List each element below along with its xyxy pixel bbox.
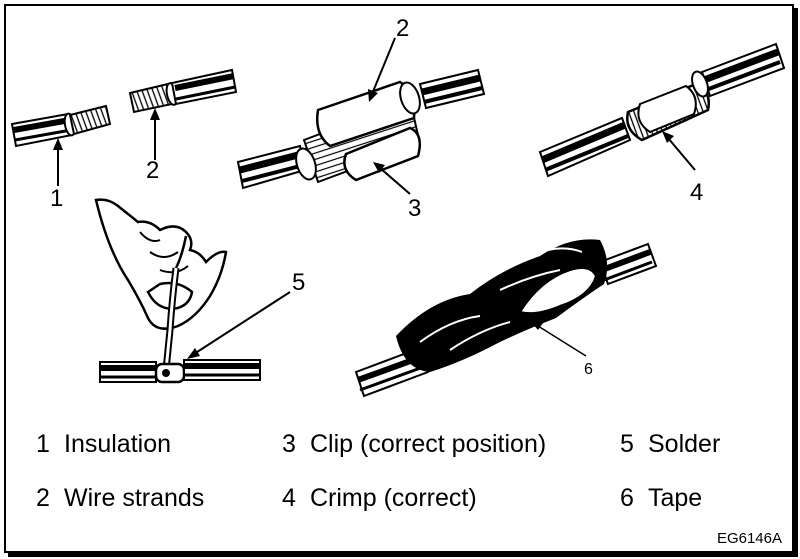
legend-item-crimp: 4 Crimp (correct) — [282, 484, 477, 513]
crimp-sleeve — [626, 70, 710, 142]
callout-6: 6 — [584, 361, 593, 378]
clip-body — [295, 80, 422, 184]
legend-num: 3 — [282, 430, 296, 458]
stripped-wire-left — [10, 104, 112, 148]
taped-wire-right — [598, 242, 658, 286]
clip-wire-left — [236, 144, 307, 190]
callout-4: 4 — [690, 179, 703, 206]
legend-num: 6 — [620, 484, 634, 512]
legend-label: Crimp (correct) — [310, 484, 477, 512]
legend-item-tape: 6 Tape — [620, 484, 702, 513]
callout-5: 5 — [292, 269, 305, 296]
legend-label: Solder — [648, 430, 721, 458]
legend-num: 4 — [282, 484, 296, 512]
callout-2a: 2 — [146, 157, 159, 184]
legend-label: Insulation — [64, 430, 172, 458]
legend-num: 2 — [36, 484, 50, 512]
callout-3: 3 — [408, 195, 421, 222]
solder-wire — [162, 267, 180, 371]
clip-wire-right — [418, 68, 486, 110]
crimp-wire-left — [538, 116, 632, 178]
legend-num: 1 — [36, 430, 50, 458]
stripped-wire-right — [128, 68, 238, 114]
legend-num: 5 — [620, 430, 634, 458]
legend-item-clip: 3 Clip (correct position) — [282, 430, 546, 459]
legend-label: Clip (correct position) — [310, 430, 547, 458]
tape-wrap — [396, 239, 608, 372]
legend-label: Tape — [648, 484, 703, 512]
figure-reference-code: EG6146A — [716, 530, 782, 547]
callout-2b: 2 — [396, 15, 409, 42]
hand — [94, 198, 228, 330]
callout-1: 1 — [50, 185, 63, 212]
crimp-wire-right — [700, 42, 786, 98]
legend-item-wire-strands: 2 Wire strands — [36, 484, 204, 513]
legend-item-insulation: 1 Insulation — [36, 430, 171, 459]
legend-label: Wire strands — [64, 484, 205, 512]
solder-joint-wires — [99, 359, 261, 384]
legend-item-solder: 5 Solder — [620, 430, 720, 459]
